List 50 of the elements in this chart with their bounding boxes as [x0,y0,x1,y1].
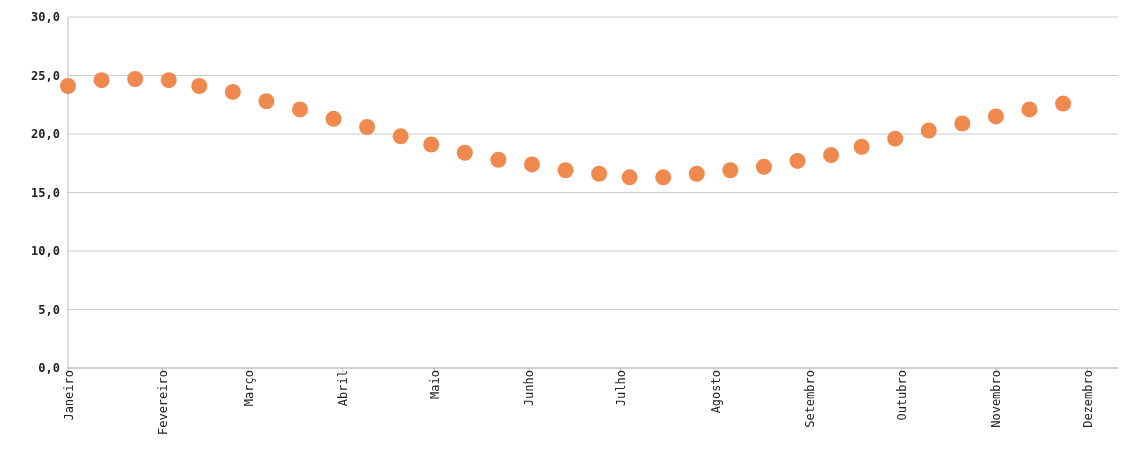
point [456,144,473,161]
y-tick-label: 0,0 [38,361,60,376]
x-tick-label: Novembro [989,370,1004,428]
point [954,115,971,132]
y-tick-label: 10,0 [31,244,60,259]
x-tick-label: Junho [522,370,537,407]
point [423,136,440,153]
x-tick-label: Setembro [803,370,818,428]
point [1021,101,1038,118]
x-tick-label: Abril [336,370,351,407]
point [160,72,177,89]
x-tick-label: Outubro [894,370,909,421]
point [191,78,208,95]
point [591,165,608,182]
y-tick-label: 30,0 [31,10,60,25]
point [325,110,342,127]
y-tick-label: 25,0 [31,68,60,83]
x-tick-label: Julho [613,370,628,407]
point [60,78,76,95]
point [224,83,241,100]
point [621,169,638,186]
point [557,162,574,179]
x-tick-label: Março [241,370,256,407]
point [722,162,739,179]
point [853,138,870,155]
x-tick-label: Maio [427,370,442,399]
point [359,118,376,135]
point [1055,95,1072,112]
x-tick-label: Dezembro [1081,370,1095,428]
y-tick-label: 20,0 [31,127,60,142]
y-tick-label: 15,0 [31,185,60,200]
point [688,165,705,182]
point [655,169,672,186]
point [392,128,409,145]
point [987,108,1004,125]
x-tick-label: Agosto [708,370,723,414]
point [920,122,937,139]
point [127,71,144,88]
point [258,93,275,110]
point [755,158,772,175]
x-tick-label: Janeiro [61,370,76,421]
point [291,101,308,118]
point [490,151,507,168]
point [93,72,110,89]
point [523,156,540,173]
y-tick-label: 5,0 [38,302,60,317]
x-tick-label: Fevereiro [156,370,171,436]
point [887,130,904,147]
point [789,152,806,169]
point [823,147,840,164]
